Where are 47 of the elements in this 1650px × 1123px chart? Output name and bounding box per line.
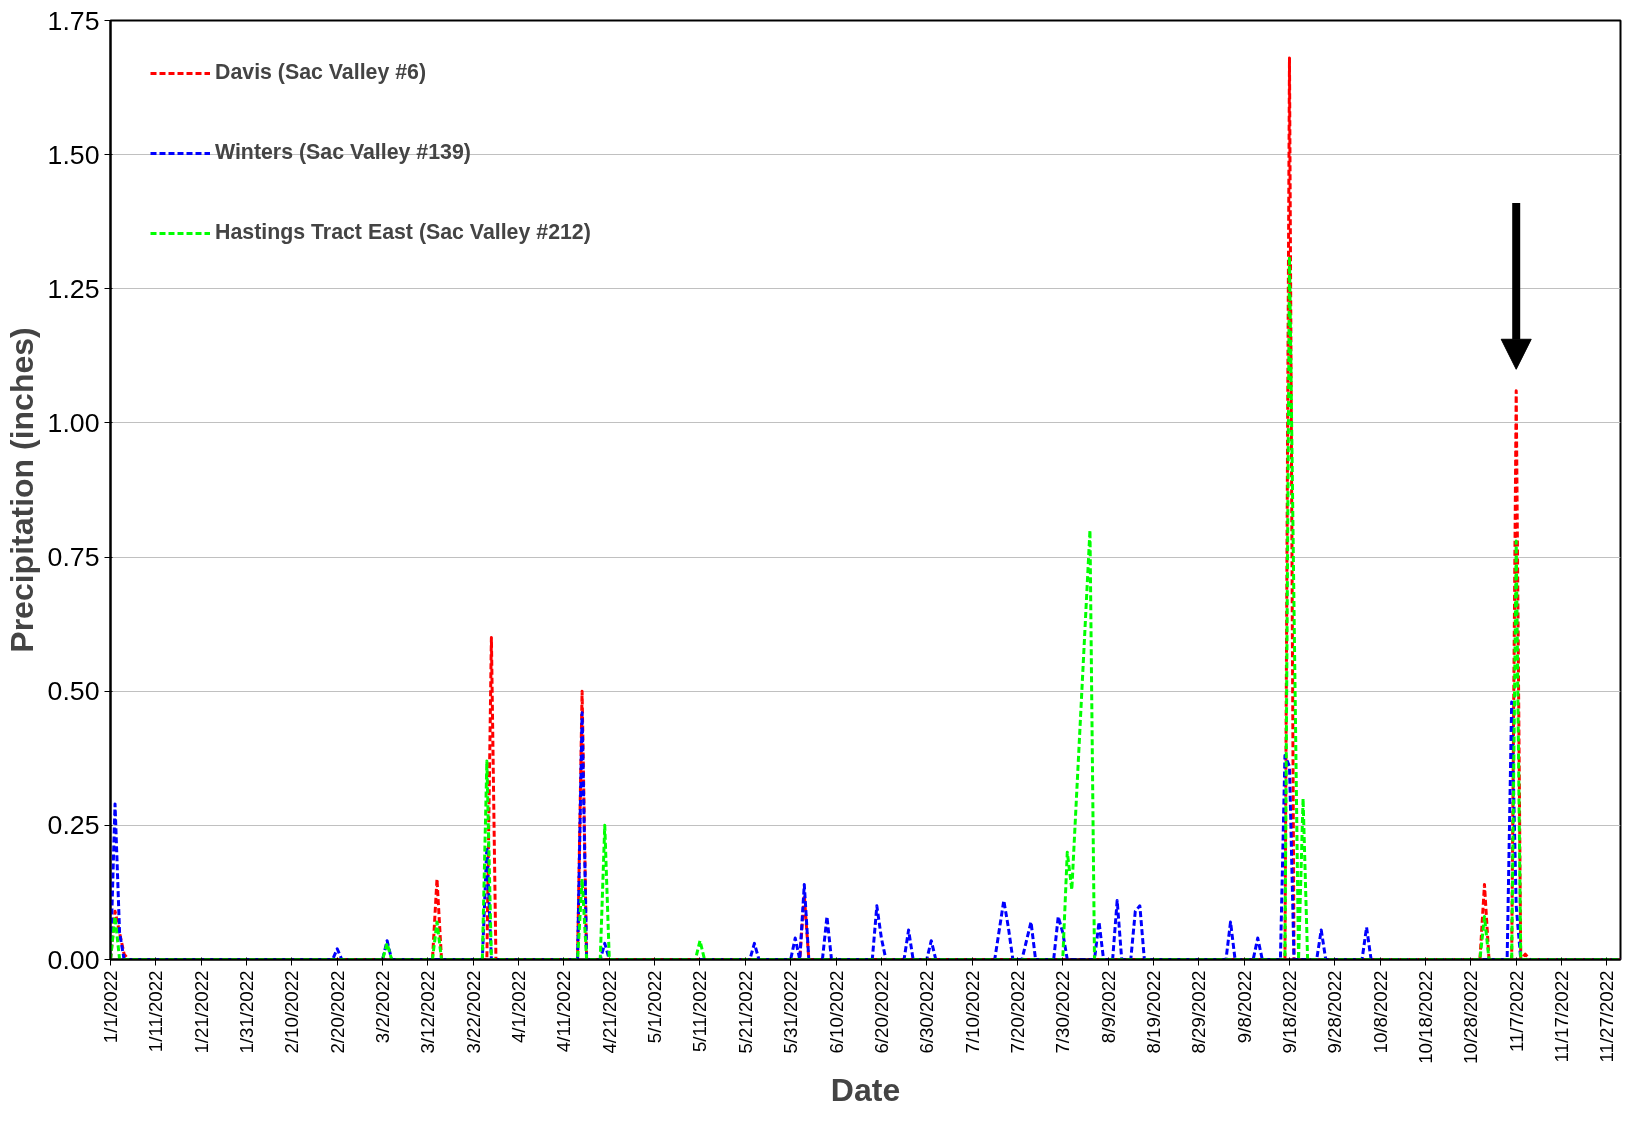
x-tick-label: 5/11/2022 [689, 970, 711, 1053]
x-tick-label: 7/30/2022 [1052, 970, 1074, 1054]
x-tick-label: 1/1/2022 [100, 970, 121, 1044]
x-tick-label: 8/9/2022 [1097, 970, 1119, 1044]
x-tick-label: 6/10/2022 [825, 970, 847, 1054]
x-tick-label: 3/2/2022 [372, 970, 394, 1044]
x-axis-title: Date [830, 1071, 901, 1108]
x-tick-label: 11/17/2022 [1551, 970, 1573, 1063]
x-tick-label: 8/29/2022 [1188, 970, 1210, 1054]
legend-label: Hastings Tract East (Sac Valley #212) [215, 220, 591, 245]
x-tick-label: 1/31/2022 [236, 970, 258, 1054]
x-tick-label: 9/8/2022 [1233, 970, 1255, 1044]
x-tick-label: 6/30/2022 [916, 970, 938, 1054]
x-tick-label: 3/22/2022 [462, 970, 484, 1054]
y-tick-label: 1.25 [47, 273, 100, 304]
x-tick-label: 5/31/2022 [780, 970, 802, 1054]
x-tick-label: 9/18/2022 [1278, 970, 1300, 1054]
x-tick-label: 2/20/2022 [326, 970, 348, 1054]
y-tick-label: 0.50 [47, 676, 100, 707]
x-tick-label: 7/10/2022 [961, 970, 983, 1054]
x-tick-label: 11/27/2022 [1596, 970, 1618, 1063]
x-tick-label: 3/12/2022 [417, 970, 439, 1054]
x-tick-label: 11/7/2022 [1505, 970, 1527, 1053]
legend-label: Davis (Sac Valley #6) [215, 60, 427, 85]
y-axis-title: Precipitation (inches) [3, 327, 40, 653]
x-tick-label: 5/21/2022 [734, 970, 756, 1054]
x-tick-label: 10/28/2022 [1460, 970, 1482, 1064]
x-tick-label: 10/18/2022 [1415, 970, 1437, 1064]
x-tick-label: 7/20/2022 [1006, 970, 1028, 1054]
y-tick-label: 1.00 [47, 407, 100, 438]
x-tick-label: 9/28/2022 [1324, 970, 1346, 1054]
y-tick-label: 0.75 [47, 542, 100, 573]
x-tick-label: 1/21/2022 [190, 970, 212, 1054]
x-tick-label: 2/10/2022 [281, 970, 303, 1054]
x-tick-label: 4/21/2022 [598, 970, 620, 1054]
x-tick-label: 10/8/2022 [1369, 970, 1391, 1054]
y-tick-label: 0.25 [47, 810, 100, 841]
y-tick-label: 1.75 [47, 5, 100, 36]
y-tick-label: 1.50 [47, 139, 100, 170]
x-tick-label: 5/1/2022 [644, 970, 666, 1044]
x-tick-label: 6/20/2022 [870, 970, 892, 1054]
x-tick-label: 4/1/2022 [508, 970, 530, 1044]
x-tick-label: 1/11/2022 [145, 970, 167, 1053]
legend-label: Winters (Sac Valley #139) [215, 140, 471, 165]
x-tick-label: 4/11/2022 [553, 970, 575, 1053]
y-tick-label: 0.00 [47, 944, 100, 975]
x-tick-label: 8/19/2022 [1142, 970, 1164, 1054]
